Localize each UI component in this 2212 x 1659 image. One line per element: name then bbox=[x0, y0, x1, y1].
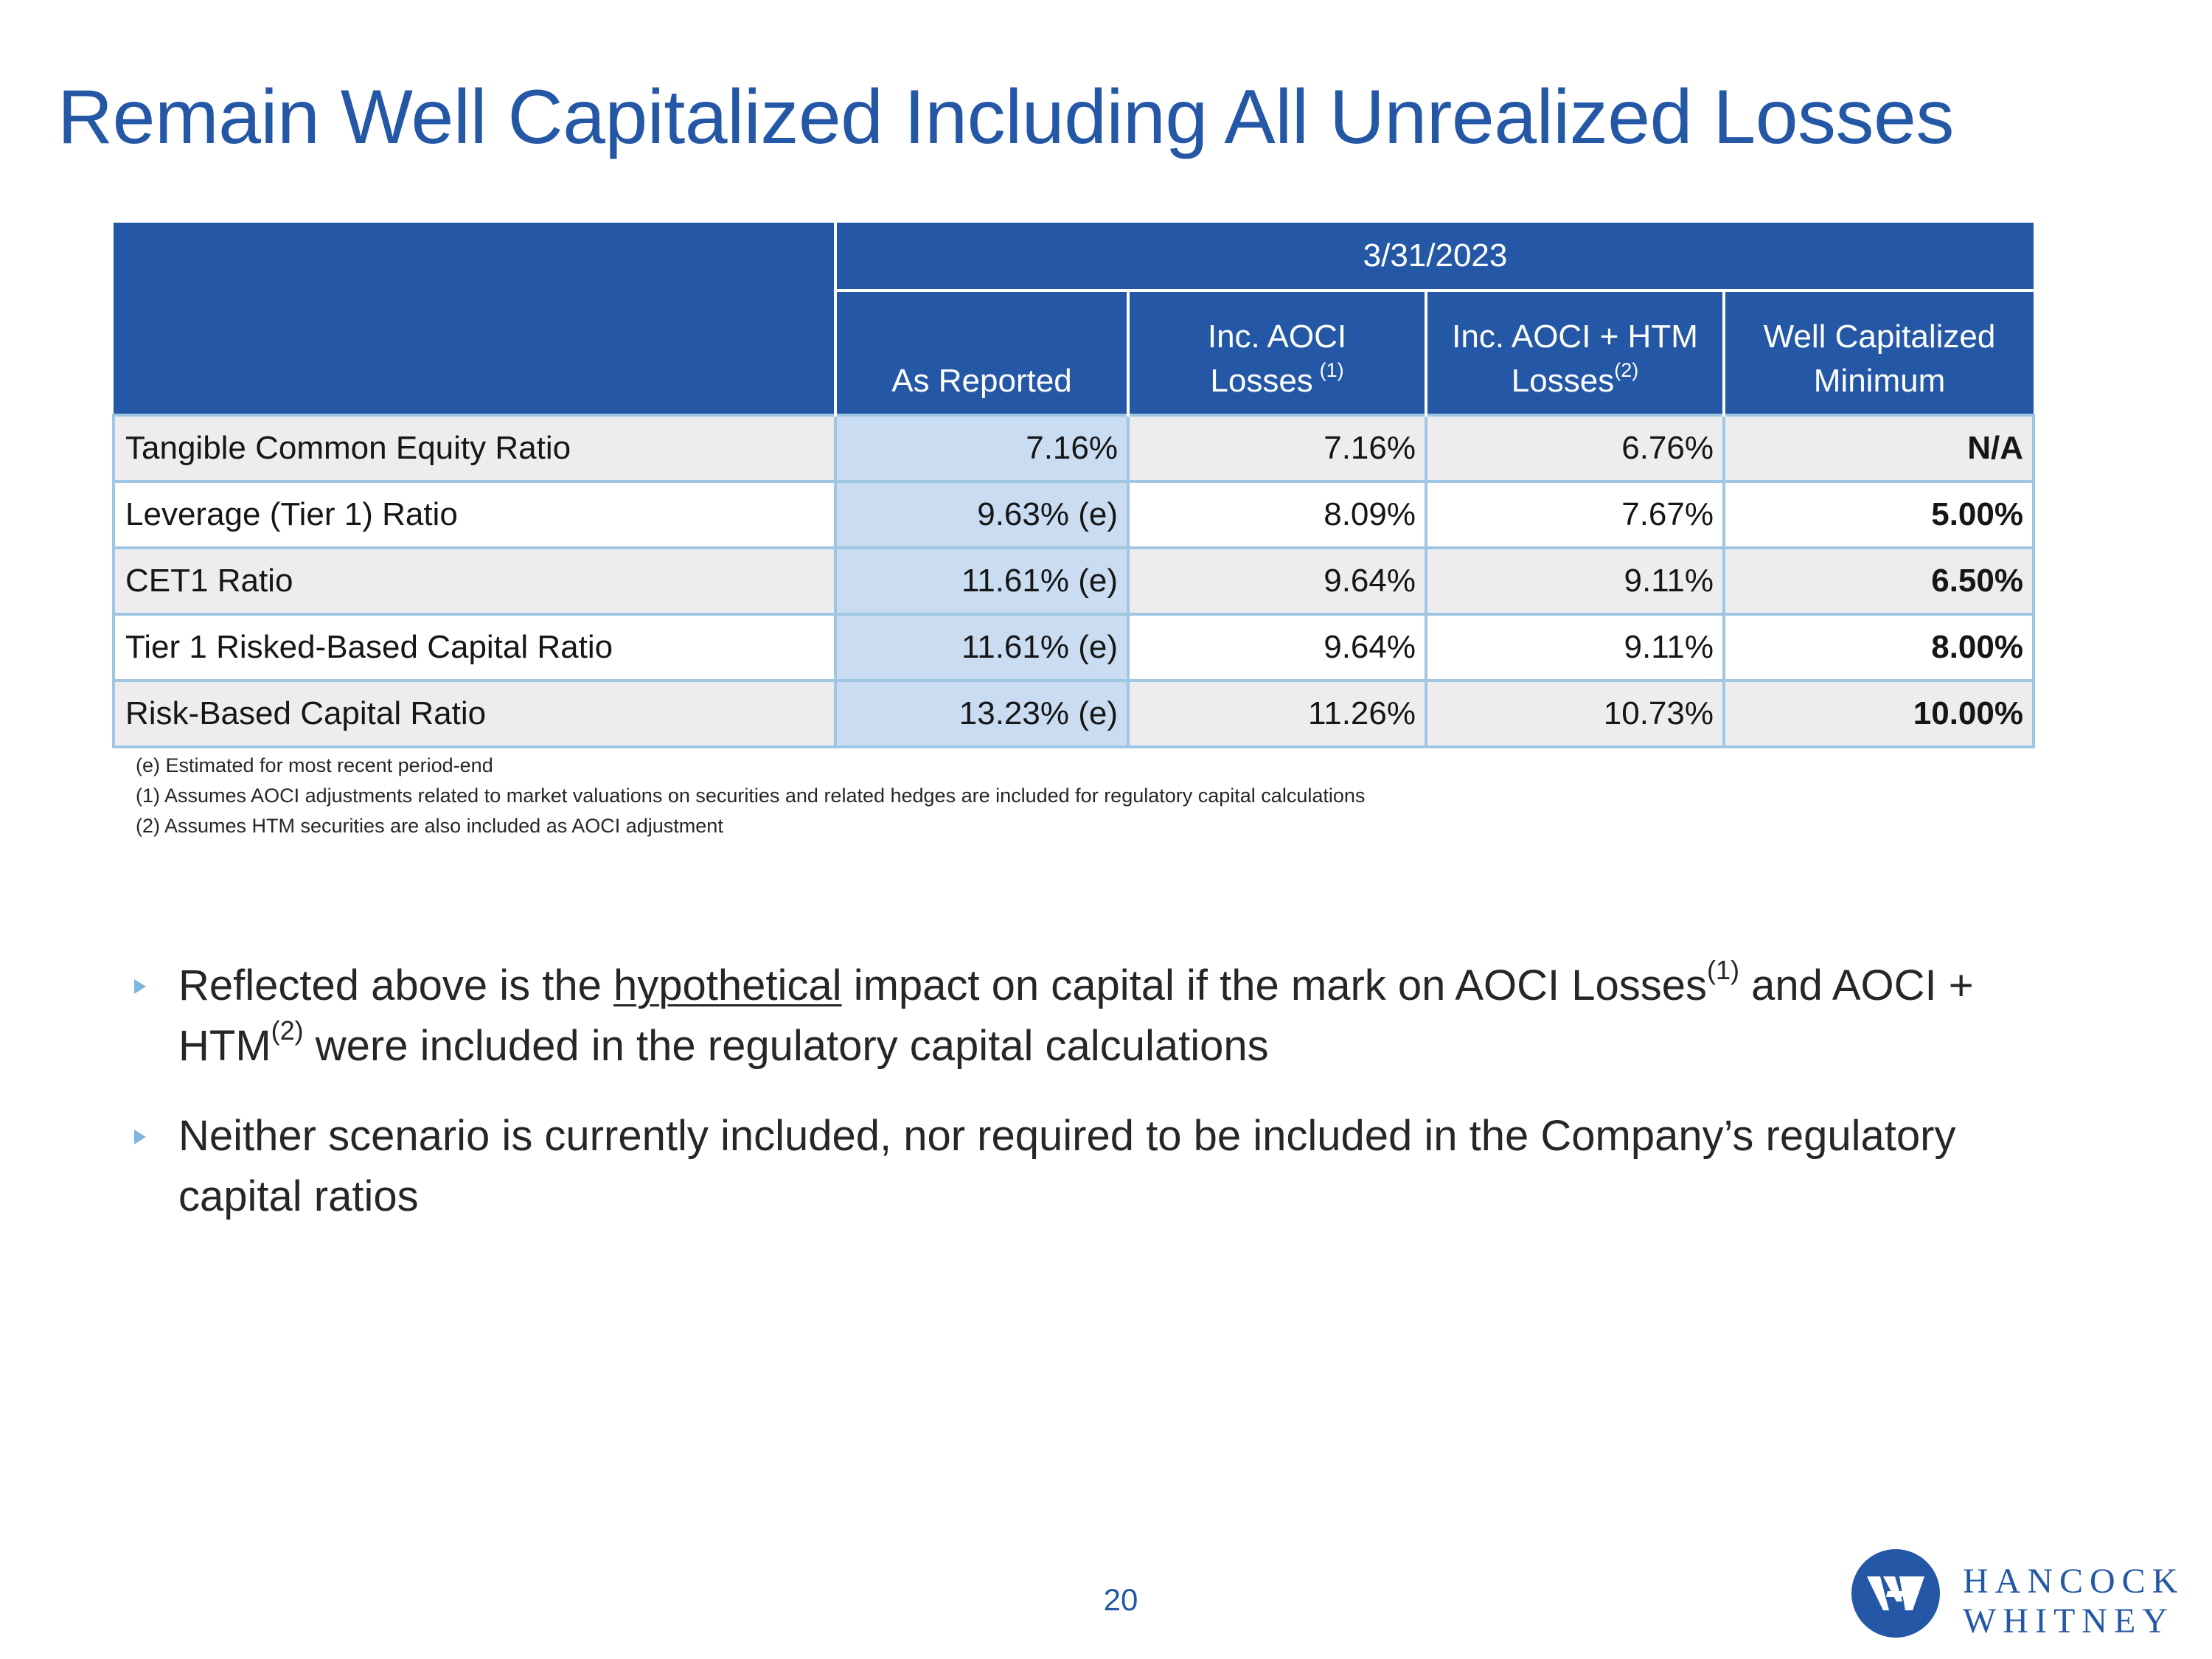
column-header-label: As Reported bbox=[891, 363, 1072, 399]
column-header-label-line2: Losses bbox=[1511, 363, 1615, 399]
footnote-ref: (2) bbox=[271, 1015, 304, 1046]
footnote: (e) Estimated for most recent period-end bbox=[136, 754, 493, 776]
cell-inc-aoci: 9.64% bbox=[1127, 613, 1427, 682]
row-label: Risk-Based Capital Ratio bbox=[112, 679, 837, 748]
bullet-emphasis: hypothetical bbox=[613, 961, 842, 1009]
cell-well-capitalized-minimum: 5.00% bbox=[1722, 480, 2035, 549]
row-label: Leverage (Tier 1) Ratio bbox=[112, 480, 837, 549]
cell-as-reported: 7.16% bbox=[834, 414, 1130, 483]
table-row: Risk-Based Capital Ratio 13.23% (e) 11.2… bbox=[112, 679, 2035, 748]
row-label: CET1 Ratio bbox=[112, 546, 837, 616]
cell-well-capitalized-minimum: 10.00% bbox=[1722, 679, 2035, 748]
bullet-text: impact on capital if the mark on AOCI Lo… bbox=[841, 961, 1708, 1009]
column-header-label-line1: Inc. AOCI bbox=[1207, 319, 1347, 355]
triangle-bullet-icon bbox=[134, 979, 146, 994]
bullet-text: were included in the regulatory capital … bbox=[303, 1022, 1269, 1070]
company-logo: HANCOCK WHITNEY bbox=[1851, 1543, 2177, 1646]
cell-inc-aoci-htm: 9.11% bbox=[1425, 613, 1725, 682]
page-number: 20 bbox=[1103, 1582, 1138, 1617]
footnote: (2) Assumes HTM securities are also incl… bbox=[136, 815, 723, 837]
cell-inc-aoci-htm: 10.73% bbox=[1425, 679, 1725, 748]
cell-as-reported: 11.61% (e) bbox=[834, 613, 1130, 682]
cell-well-capitalized-minimum: N/A bbox=[1722, 414, 2035, 483]
column-header-inc-aoci-htm: Inc. AOCI + HTM Losses(2) bbox=[1426, 291, 1725, 415]
table-row: CET1 Ratio 11.61% (e) 9.64% 9.11% 6.50% bbox=[112, 546, 2035, 616]
date-header: 3/31/2023 bbox=[835, 223, 2034, 292]
cell-inc-aoci-htm: 9.11% bbox=[1425, 546, 1725, 616]
table-row: Tier 1 Risked-Based Capital Ratio 11.61%… bbox=[112, 613, 2035, 682]
footnote-ref: (1) bbox=[1319, 359, 1344, 381]
column-header-label-line2: Minimum bbox=[1813, 363, 1946, 399]
bullet-list: Reflected above is the hypothetical impa… bbox=[134, 956, 2066, 1227]
column-header-inc-aoci: Inc. AOCI Losses (1) bbox=[1128, 291, 1427, 415]
bullet-text: Reflected above is the bbox=[178, 961, 614, 1009]
cell-well-capitalized-minimum: 8.00% bbox=[1722, 613, 2035, 682]
bullet-text: and AOCI + HTM bbox=[178, 961, 1974, 1070]
cell-inc-aoci: 11.26% bbox=[1127, 679, 1427, 748]
hancock-whitney-logo-icon bbox=[1851, 1549, 1940, 1638]
triangle-bullet-icon bbox=[134, 1130, 146, 1144]
table-row: Tangible Common Equity Ratio 7.16% 7.16%… bbox=[112, 414, 2035, 483]
column-header-label-line1: Inc. AOCI + HTM bbox=[1452, 319, 1698, 355]
cell-inc-aoci-htm: 7.67% bbox=[1425, 480, 1725, 549]
cell-inc-aoci: 9.64% bbox=[1127, 546, 1427, 616]
capital-ratios-table: 3/31/2023 As Reported Inc. AOCI Losses (… bbox=[112, 223, 2035, 748]
footnotes: (e) Estimated for most recent period-end… bbox=[136, 751, 1365, 841]
logo-wordmark: HANCOCK WHITNEY bbox=[1963, 1562, 2184, 1641]
footnote-ref: (1) bbox=[1707, 955, 1740, 985]
column-header-label-line2: Losses bbox=[1210, 363, 1313, 399]
cell-inc-aoci: 8.09% bbox=[1127, 480, 1427, 549]
row-label: Tangible Common Equity Ratio bbox=[112, 414, 837, 483]
cell-as-reported: 11.61% (e) bbox=[834, 546, 1130, 616]
cell-well-capitalized-minimum: 6.50% bbox=[1722, 546, 2035, 616]
column-header-as-reported: As Reported bbox=[835, 291, 1130, 415]
cell-as-reported: 13.23% (e) bbox=[834, 679, 1130, 748]
table-header-corner bbox=[114, 223, 837, 415]
row-label: Tier 1 Risked-Based Capital Ratio bbox=[112, 613, 837, 682]
logo-wordmark-line1: HANCOCK bbox=[1963, 1562, 2185, 1601]
footnote: (1) Assumes AOCI adjustments related to … bbox=[136, 785, 1366, 807]
cell-as-reported: 9.63% (e) bbox=[834, 480, 1130, 549]
capital-ratios-table-container: 3/31/2023 As Reported Inc. AOCI Losses (… bbox=[112, 223, 2035, 748]
logo-wordmark-line2: WHITNEY bbox=[1963, 1601, 2174, 1641]
page-title: Remain Well Capitalized Including All Un… bbox=[58, 74, 1954, 160]
bullet-item: Neither scenario is currently included, … bbox=[134, 1106, 2066, 1227]
bullet-item: Reflected above is the hypothetical impa… bbox=[134, 956, 2066, 1077]
column-header-label-line1: Well Capitalized bbox=[1763, 319, 1996, 355]
bullet-text: Neither scenario is currently included, … bbox=[178, 1112, 1956, 1220]
table-header-columns-row: As Reported Inc. AOCI Losses (1) Inc. AO… bbox=[114, 291, 2034, 415]
column-header-well-capitalized-minimum: Well Capitalized Minimum bbox=[1724, 291, 2034, 415]
cell-inc-aoci: 7.16% bbox=[1127, 414, 1427, 483]
table-row: Leverage (Tier 1) Ratio 9.63% (e) 8.09% … bbox=[112, 480, 2035, 549]
footnote-ref: (2) bbox=[1614, 359, 1639, 381]
table-header-date-row: 3/31/2023 bbox=[114, 223, 2034, 415]
cell-inc-aoci-htm: 6.76% bbox=[1425, 414, 1725, 483]
